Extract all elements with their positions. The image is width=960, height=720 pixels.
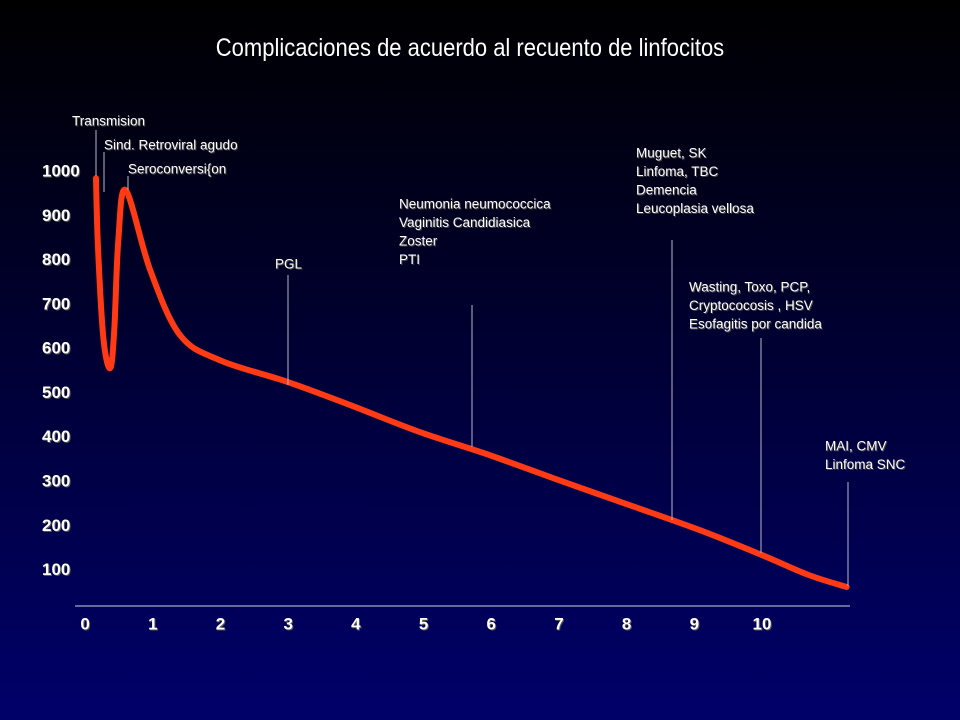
annotation: Wasting, Toxo, PCP, [689,280,810,295]
annotation: Cryptococosis , HSV [689,298,813,313]
annotation: Transmision [72,114,145,129]
y-tick-label: 900 [42,206,70,225]
y-tick-label: 600 [42,339,70,358]
y-tick-label: 400 [42,427,70,446]
annotation: Seroconversi{on [128,162,226,177]
annotation: Muguet, SK [636,146,707,161]
x-tick-label: 5 [419,614,428,633]
curve [92,175,850,590]
y-tick-label: 500 [42,383,70,402]
x-tick-label: 2 [216,614,225,633]
annotation: Sind. Retroviral agudo [104,138,238,153]
x-tick-label: 1 [148,614,157,633]
y-tick-label: 300 [42,471,70,490]
annotation: Linfoma SNC [825,457,906,472]
annotation: PTI [399,252,420,267]
x-tick-label: 0 [80,614,89,633]
x-tick-label: 4 [351,614,361,633]
y-tick-label: 100 [42,560,70,579]
x-tick-label: 7 [554,614,563,633]
x-tick-label: 10 [753,614,772,633]
chart-title: Complicaciones de acuerdo al recuento de… [216,34,724,62]
annotation: MAI, CMV [825,439,887,454]
annotation: PGL [275,257,303,272]
annotation: Neumonia neumococcica [399,197,551,212]
annotation: Linfoma, TBC [636,164,719,179]
y-tick-label: 1000 [42,161,80,180]
x-tick-label: 8 [622,614,631,633]
annotation: Zoster [399,234,438,249]
annotation: Esofagitis por candida [689,317,822,332]
y-tick-label: 200 [42,516,70,535]
x-tick-label: 6 [487,614,496,633]
y-tick-label: 800 [42,250,70,269]
x-tick-label: 9 [690,614,699,633]
annotation: Demencia [636,183,697,198]
annotation: Leucoplasia vellosa [636,201,754,216]
y-tick-label: 700 [42,294,70,313]
x-tick-label: 3 [283,614,292,633]
annotation: Vaginitis Candidiasica [399,215,531,230]
